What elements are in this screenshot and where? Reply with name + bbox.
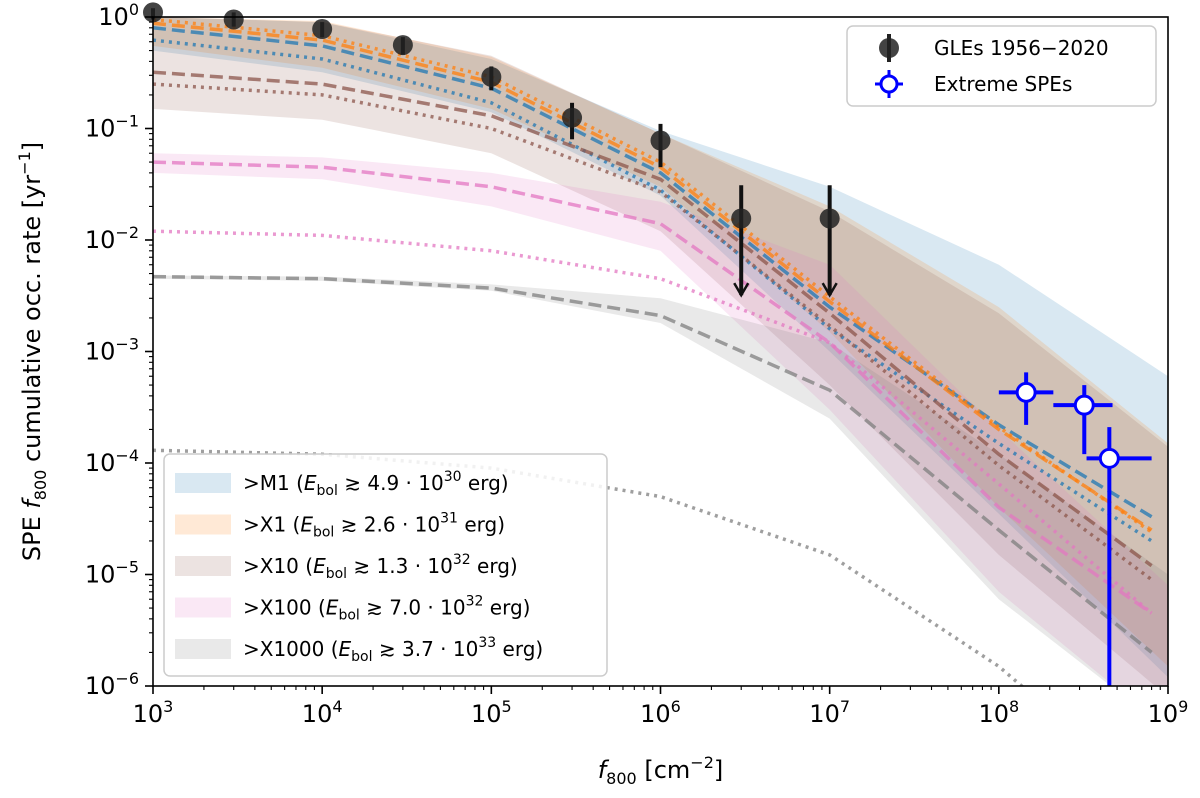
y-tick-label: 10−1	[85, 112, 139, 143]
gle-upper-limit-arrow	[821, 282, 838, 298]
x-axis-label: f800 [cm−2]	[598, 753, 724, 788]
legend-lower-label: >M1 (Ebol ≳ 4.9 · 1030 erg)	[243, 469, 509, 499]
dotted-line-1	[153, 38, 1153, 543]
gle-upper-limit-arrow	[733, 282, 750, 298]
y-tick-label: 10−4	[85, 446, 139, 477]
legend-upper-box	[846, 25, 1157, 107]
legend-swatch	[175, 639, 231, 659]
legend-extreme-marker	[879, 74, 899, 94]
gle-point	[731, 208, 752, 229]
gle-point	[562, 107, 583, 128]
extreme-spe-point	[1073, 394, 1095, 416]
y-tick-label: 100	[98, 0, 139, 31]
dashed-line-1	[153, 26, 1153, 519]
gle-point	[819, 208, 840, 229]
band-5	[153, 275, 1168, 686]
gle-point	[650, 130, 671, 151]
gle-point	[392, 35, 413, 56]
y-tick-label: 10−2	[85, 223, 139, 254]
legend-swatch	[175, 597, 231, 618]
dashed-line-2	[153, 21, 1153, 532]
gle-point	[223, 9, 244, 30]
y-tick-label: 10−3	[85, 335, 139, 366]
legend-upper-label: Extreme SPEs	[934, 72, 1072, 96]
gle-point	[481, 66, 502, 87]
legend-lower-label: >X1000 (Ebol ≳ 3.7 · 1033 erg)	[243, 635, 543, 665]
x-tick-label: 104	[302, 697, 343, 728]
legend-swatch	[175, 514, 231, 535]
legend-lower-label: >X10 (Ebol ≳ 1.3 · 1032 erg)	[243, 552, 518, 582]
x-tick-label: 105	[471, 697, 512, 728]
x-tick-label: 106	[640, 697, 681, 728]
dashed-line-4	[153, 160, 1153, 615]
y-tick-label: 10−5	[85, 558, 139, 589]
legend-lower-label: >X100 (Ebol ≳ 7.0 · 1032 erg)	[243, 594, 530, 624]
dotted-line-3	[153, 82, 1153, 582]
band-4	[153, 153, 1168, 686]
legend-upper: GLEs 1956−2020 Extreme SPEs	[846, 25, 1157, 107]
extreme-spe-point	[1098, 447, 1120, 469]
gle-point	[312, 19, 333, 40]
legend-upper-label: GLEs 1956−2020	[934, 36, 1109, 60]
dashed-line-3	[153, 70, 1153, 568]
extreme-spe-point	[1015, 381, 1037, 403]
legend-lower: >M1 (Ebol ≳ 4.9 · 1030 erg) >X1 (Ebol ≳ 2…	[163, 453, 608, 677]
y-tick-label: 10−6	[85, 669, 139, 700]
legend-lower-label: >X1 (Ebol ≳ 2.6 · 1031 erg)	[243, 511, 505, 541]
legend-lower-box	[163, 453, 608, 677]
legend-swatch	[175, 473, 231, 493]
x-tick-label: 108	[978, 697, 1019, 728]
dotted-line-4	[153, 229, 1153, 615]
data-points	[143, 2, 1152, 686]
legend-swatch	[175, 556, 231, 576]
x-tick-label: 107	[809, 697, 850, 728]
legend-gle-marker	[879, 38, 899, 58]
y-axis-label: SPE f800 cumulative occ. rate [yr−1]	[15, 142, 50, 561]
x-tick-label: 109	[1148, 697, 1189, 728]
dashed-line-5	[153, 274, 1153, 654]
axes: 103 104 105 106 107 108 109 100 10−1 10−2 10−3 10−4…	[15, 0, 1188, 788]
x-tick-label: 103	[133, 697, 174, 728]
